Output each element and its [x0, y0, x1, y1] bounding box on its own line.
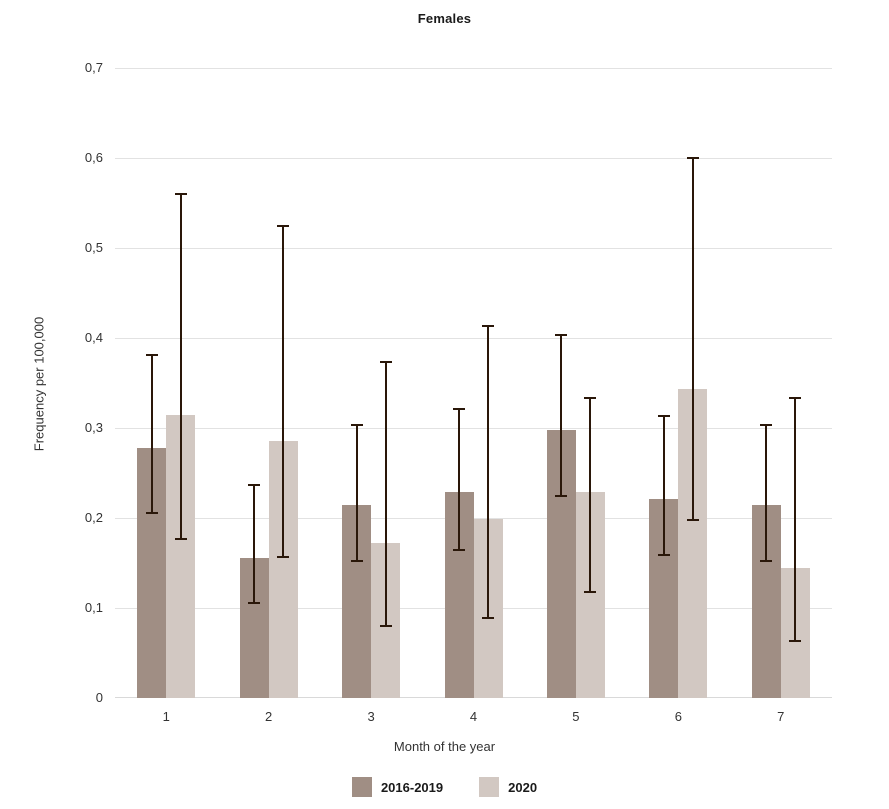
y-axis-title: Frequency per 100,000	[31, 316, 47, 452]
y-tick-label: 0,3	[84, 420, 103, 435]
gridline	[115, 338, 832, 339]
x-tick-label-month-5: 5	[572, 709, 580, 724]
y-tick-label: 0,5	[84, 240, 103, 255]
legend: 2016-2019 2020	[0, 777, 889, 797]
error-bar-2016-2019-month-3	[350, 423, 363, 563]
gridline	[115, 248, 832, 249]
legend-label-2020: 2020	[508, 779, 538, 795]
y-tick-label: 0,4	[84, 330, 103, 345]
x-tick-label-month-4: 4	[469, 709, 478, 724]
y-tick-label: 0,2	[84, 510, 103, 525]
y-tick-label: 0,7	[84, 60, 103, 75]
legend-item-2016-2019: 2016-2019	[351, 777, 444, 797]
x-tick-label-month-6: 6	[674, 709, 682, 724]
error-bar-2020-month-5	[584, 396, 597, 593]
x-tick-label-month-2: 2	[264, 709, 273, 724]
chart-title: Females	[417, 11, 472, 26]
error-bar-2016-2019-month-5	[555, 333, 568, 498]
error-bar-2020-month-1	[174, 193, 187, 540]
legend-item-2020: 2020	[479, 777, 537, 797]
error-bar-2020-month-3	[379, 360, 392, 627]
error-bar-2016-2019-month-4	[453, 408, 465, 552]
x-axis-title: Month of the year	[393, 739, 496, 754]
error-bar-2016-2019-month-2	[248, 483, 261, 605]
x-tick-label-month-7: 7	[777, 709, 785, 724]
y-tick-label: 0	[95, 690, 103, 705]
x-tick-label-month-3: 3	[367, 709, 375, 724]
x-tick-label-month-1: 1	[162, 709, 170, 724]
legend-label-2016-2019: 2016-2019	[380, 779, 444, 795]
error-bar-2020-month-2	[277, 224, 290, 559]
error-bar-2016-2019-month-1	[145, 354, 158, 515]
gridline	[115, 428, 832, 429]
legend-swatch-2020	[479, 777, 500, 797]
y-tick-label: 0,1	[84, 600, 103, 615]
plot-area	[115, 68, 832, 698]
gridline	[115, 68, 832, 69]
legend-swatch-2016-2019	[351, 777, 372, 797]
gridline	[115, 518, 832, 519]
error-bar-2016-2019-month-6	[657, 415, 670, 556]
error-bar-2020-month-7	[789, 396, 802, 643]
y-tick-label: 0,6	[84, 150, 103, 165]
error-bar-2020-month-4	[482, 325, 494, 619]
error-bar-2020-month-6	[686, 157, 699, 521]
gridline	[115, 158, 832, 159]
error-bar-2016-2019-month-7	[760, 423, 773, 563]
